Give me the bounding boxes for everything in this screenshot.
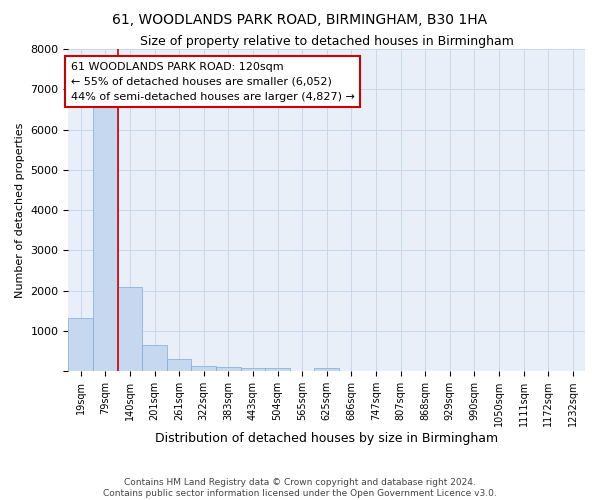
Bar [191,366,216,371]
Bar [93,106,118,371]
Y-axis label: Number of detached properties: Number of detached properties [15,122,25,298]
Bar [68,318,93,371]
Title: Size of property relative to detached houses in Birmingham: Size of property relative to detached ho… [140,35,514,48]
Bar [142,345,167,371]
X-axis label: Distribution of detached houses by size in Birmingham: Distribution of detached houses by size … [155,432,498,445]
Text: 61 WOODLANDS PARK ROAD: 120sqm
← 55% of detached houses are smaller (6,052)
44% : 61 WOODLANDS PARK ROAD: 120sqm ← 55% of … [71,62,355,102]
Bar [167,359,191,371]
Text: 61, WOODLANDS PARK ROAD, BIRMINGHAM, B30 1HA: 61, WOODLANDS PARK ROAD, BIRMINGHAM, B30… [112,12,488,26]
Bar [314,368,339,371]
Bar [118,286,142,371]
Bar [265,368,290,371]
Bar [216,367,241,371]
Text: Contains HM Land Registry data © Crown copyright and database right 2024.
Contai: Contains HM Land Registry data © Crown c… [103,478,497,498]
Bar [241,368,265,371]
